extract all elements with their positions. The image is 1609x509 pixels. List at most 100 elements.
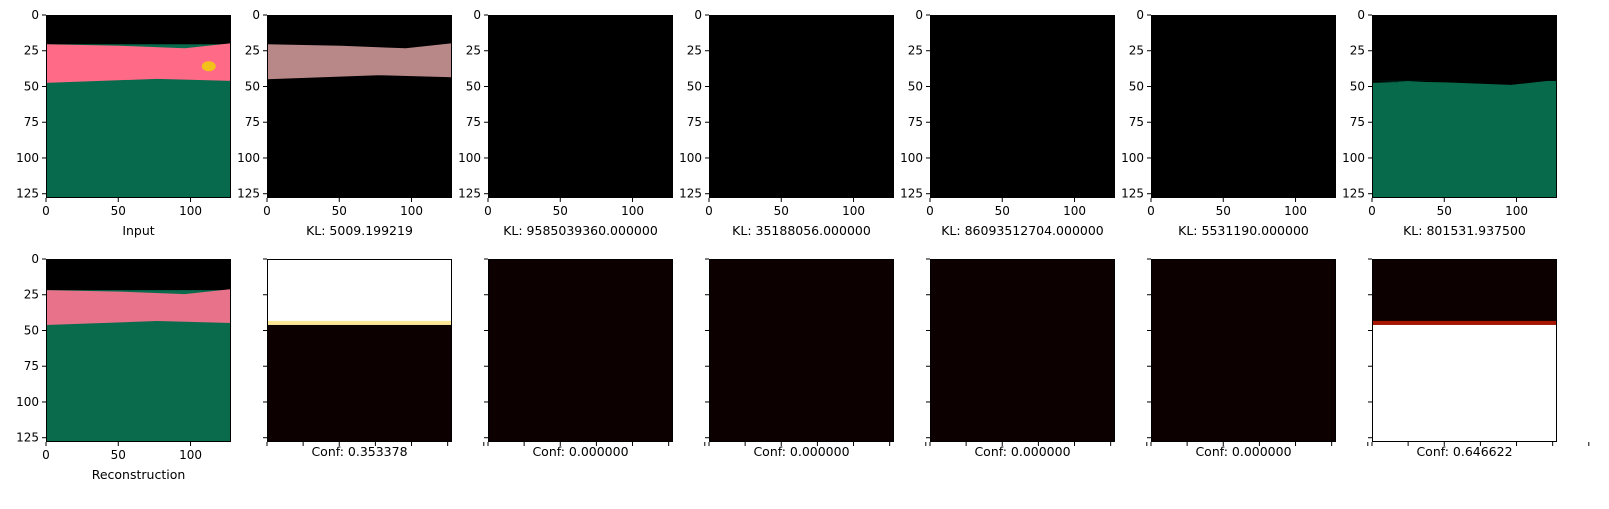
axis-ticks: 0 50 100 0 25 50 75 100 125 — [458, 8, 644, 218]
panel-3: 0 50 100 0 25 50 75 100 125 KL: 9585039360.000000 — [458, 8, 673, 238]
axes-frame — [930, 15, 1115, 198]
panel-image — [709, 15, 894, 198]
axis-ticks: 0 50 100 0 25 50 75 100 125 — [16, 252, 202, 462]
y-tick-label: 100 — [458, 151, 481, 165]
axes-frame — [930, 259, 1115, 442]
x-tick-label: 100 — [400, 204, 423, 218]
panel-image — [1151, 259, 1336, 442]
x-tick-label: 0 — [42, 204, 50, 218]
y-tick-label: 0 — [915, 8, 923, 22]
panel-xlabel: Conf: 0.000000 — [1195, 444, 1291, 459]
x-tick-label: 0 — [1368, 204, 1376, 218]
panel-xlabel: KL: 9585039360.000000 — [503, 223, 658, 238]
panel-10: Conf: 0.000000 — [484, 258, 706, 459]
x-tick-label: 0 — [263, 204, 271, 218]
panel-image — [709, 259, 894, 442]
y-tick-label: 75 — [24, 115, 39, 129]
panel-7: 0 50 100 0 25 50 75 100 125 KL: 801531.937500 — [1342, 8, 1557, 238]
panel-1: 0 50 100 0 25 50 75 100 125 Input — [16, 8, 231, 238]
panel-xlabel: Conf: 0.646622 — [1416, 444, 1512, 459]
y-tick-label: 75 — [466, 115, 481, 129]
axis-ticks: 0 50 100 0 25 50 75 100 125 — [679, 8, 865, 218]
y-tick-label: 75 — [687, 115, 702, 129]
y-tick-label: 100 — [900, 151, 923, 165]
y-tick-label: 125 — [1342, 187, 1365, 201]
y-tick-label: 50 — [1350, 79, 1365, 93]
axes-frame — [46, 15, 231, 198]
panel-xlabel: Conf: 0.000000 — [753, 444, 849, 459]
y-tick-label: 100 — [1342, 151, 1365, 165]
axes-frame — [488, 15, 673, 198]
y-tick-label: 50 — [24, 79, 39, 93]
axes-frame — [709, 259, 894, 442]
panel-image — [1151, 15, 1336, 198]
panel-8: 0 50 100 0 25 50 75 100 125 Reconstruction — [16, 252, 231, 482]
panel-image — [46, 15, 231, 198]
panel-image — [46, 259, 231, 442]
panel-xlabel: KL: 801531.937500 — [1403, 223, 1526, 238]
y-tick-label: 50 — [1129, 79, 1144, 93]
y-tick-label: 50 — [466, 79, 481, 93]
y-tick-label: 125 — [16, 431, 39, 445]
axes-frame — [46, 259, 231, 442]
y-tick-label: 50 — [687, 79, 702, 93]
panel-13: Conf: 0.000000 — [1147, 258, 1369, 459]
x-tick-label: 0 — [1147, 204, 1155, 218]
panel-5: 0 50 100 0 25 50 75 100 125 KL: 86093512704.00000… — [900, 8, 1115, 238]
panel-image — [488, 15, 673, 198]
x-tick-label: 50 — [774, 204, 789, 218]
x-tick-label: 50 — [111, 448, 126, 462]
axes-frame — [1151, 15, 1336, 198]
y-tick-label: 125 — [900, 187, 923, 201]
y-tick-label: 75 — [24, 359, 39, 373]
panel-image — [930, 259, 1115, 442]
y-tick-label: 0 — [31, 252, 39, 266]
panel-14: Conf: 0.646622 — [1368, 258, 1590, 459]
y-tick-label: 0 — [1357, 8, 1365, 22]
axes-frame — [1372, 259, 1557, 442]
y-tick-label: 125 — [458, 187, 481, 201]
axes-frame — [267, 15, 452, 198]
y-tick-label: 100 — [16, 395, 39, 409]
panel-xlabel: KL: 86093512704.000000 — [941, 223, 1104, 238]
axes-frame — [1372, 15, 1557, 198]
y-tick-label: 50 — [908, 79, 923, 93]
y-tick-label: 25 — [1129, 44, 1144, 58]
y-tick-label: 0 — [473, 8, 481, 22]
axis-ticks — [263, 258, 485, 446]
axis-ticks: 0 50 100 0 25 50 75 100 125 — [1121, 8, 1307, 218]
x-tick-label: 0 — [484, 204, 492, 218]
y-tick-label: 100 — [679, 151, 702, 165]
axis-ticks: 0 50 100 0 25 50 75 100 125 — [1342, 8, 1528, 218]
panel-xlabel: Conf: 0.353378 — [311, 444, 407, 459]
y-tick-label: 0 — [1136, 8, 1144, 22]
panel-image — [1372, 15, 1557, 198]
panel-xlabel: Conf: 0.000000 — [974, 444, 1070, 459]
panel-11: Conf: 0.000000 — [705, 258, 927, 459]
panel-image — [1372, 259, 1557, 442]
x-tick-label: 50 — [1216, 204, 1231, 218]
yellow-object-icon — [201, 61, 216, 72]
axis-ticks — [1368, 258, 1590, 446]
y-tick-label: 100 — [16, 151, 39, 165]
panel-xlabel: KL: 35188056.000000 — [732, 223, 871, 238]
x-tick-label: 0 — [42, 448, 50, 462]
panel-9: Conf: 0.353378 — [263, 258, 485, 459]
axis-ticks: 0 50 100 0 25 50 75 100 125 — [237, 8, 423, 218]
y-tick-label: 75 — [245, 115, 260, 129]
x-tick-label: 100 — [1063, 204, 1086, 218]
panel-xlabel: KL: 5531190.000000 — [1178, 223, 1309, 238]
panel-image — [267, 15, 452, 198]
axis-ticks — [484, 258, 706, 446]
panel-4: 0 50 100 0 25 50 75 100 125 KL: 35188056.000000 — [679, 8, 894, 238]
axes-frame — [709, 15, 894, 198]
y-tick-label: 100 — [237, 151, 260, 165]
x-tick-label: 100 — [1505, 204, 1528, 218]
y-tick-label: 100 — [1121, 151, 1144, 165]
x-tick-label: 0 — [926, 204, 934, 218]
y-tick-label: 25 — [245, 44, 260, 58]
axes-frame — [267, 259, 452, 442]
axis-ticks — [1147, 258, 1369, 446]
y-tick-label: 0 — [694, 8, 702, 22]
